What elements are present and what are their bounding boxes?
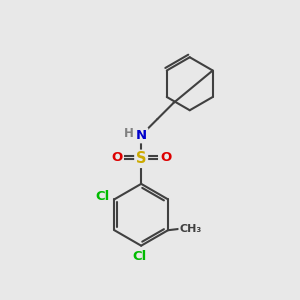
Text: Cl: Cl (133, 250, 147, 263)
Text: S: S (136, 151, 146, 166)
Text: O: O (160, 151, 171, 164)
Text: Cl: Cl (95, 190, 109, 203)
Text: N: N (136, 129, 147, 142)
Text: CH₃: CH₃ (180, 224, 202, 234)
Text: O: O (111, 151, 122, 164)
Text: H: H (124, 127, 134, 140)
